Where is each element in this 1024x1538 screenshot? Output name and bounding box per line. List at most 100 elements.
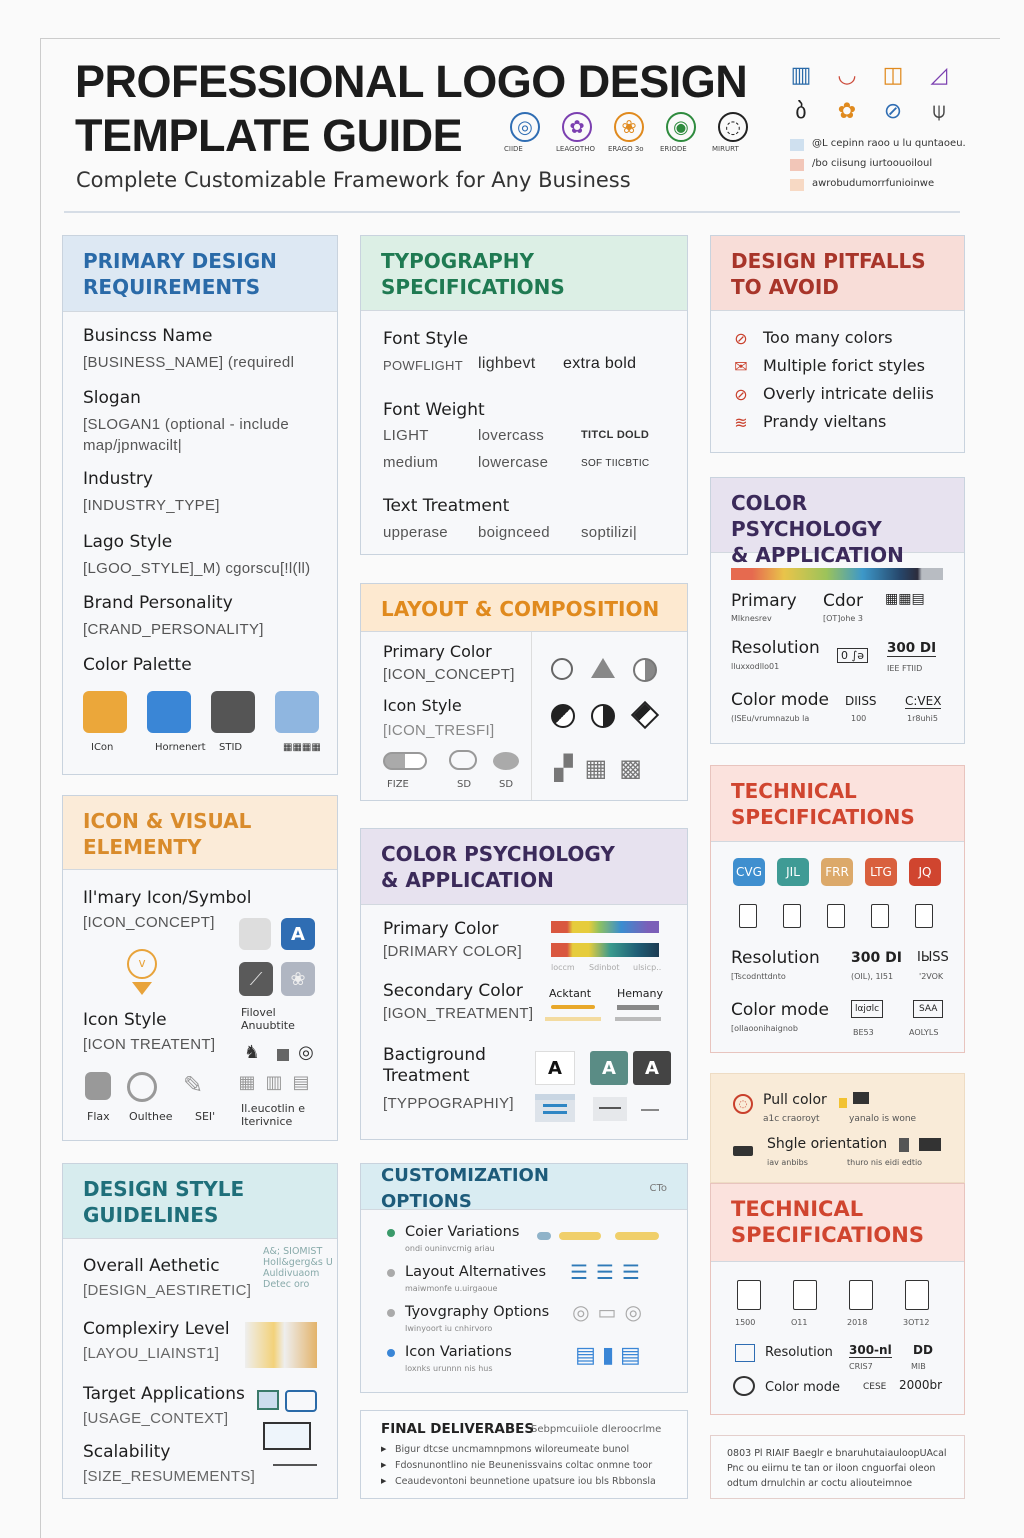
color-mode-value-2: 2000br (899, 1378, 943, 1392)
corner-icon: ბ (795, 98, 807, 124)
document-label: 3OT12 (903, 1318, 930, 1327)
format-badge: FRR (821, 858, 853, 886)
requirement-value: [BUSINESS_NAME] (requiredl (83, 354, 295, 371)
card-blue-lines (535, 1094, 575, 1122)
icon-style-value: [ICON TREATENT] (83, 1036, 216, 1053)
half-circle-dark-shape (591, 704, 615, 728)
shape-label: FIZE (387, 779, 409, 790)
option-label: Coier Variations (405, 1224, 520, 1240)
pitfall-item: Prandy vieltans (763, 412, 887, 431)
color-psychology-center-panel: COLOR PSYCHOLOGY & APPLICATION Primary C… (360, 828, 688, 1140)
color-mode-value: CESE (863, 1382, 887, 1392)
flag-icon (853, 1092, 869, 1104)
document-label: 2018 (847, 1318, 868, 1327)
bullet-arrow-icon: ▶ (381, 1461, 387, 1469)
document-icon (739, 904, 757, 928)
toggle-shape (383, 752, 427, 770)
guideline-label: Scalability (83, 1442, 171, 1462)
primary-gradient-bar (551, 921, 659, 933)
letter-a-light-bg: A (535, 1051, 575, 1085)
sample-logo-label: MIRURT (712, 145, 739, 153)
layout-panel: LAYOUT & COMPOSITION Primary Color [ICON… (360, 583, 688, 801)
warning-icon: ⊘ (734, 384, 748, 404)
icon-visual-panel: ICON & VISUAL ELEMENTY Il'mary Icon/Symb… (62, 795, 338, 1141)
palette-label: ICon (91, 742, 114, 753)
pin-icon: v (127, 949, 157, 979)
corner-icon: ◿ (930, 62, 948, 88)
font-style-value: lighbevt (478, 355, 536, 372)
double-circle-shape (449, 750, 477, 770)
palette-swatch (147, 691, 191, 733)
palette-icon: ◌ (733, 1094, 753, 1114)
palette-label: STID (219, 742, 243, 753)
screen-icon (735, 1344, 755, 1362)
row-right: 300 DI (887, 640, 937, 657)
printer-icon (733, 1146, 753, 1156)
letter-a-teal-bg: A (590, 1051, 628, 1085)
accent-swatch (545, 1017, 601, 1021)
accent-label: Hemany (617, 987, 663, 1000)
shape-label: SD (457, 779, 472, 790)
corner-icon: ▥ (790, 62, 812, 88)
color-mode-note: [oIlaoonihaignob (731, 1024, 798, 1033)
row-label: Resolution (731, 638, 820, 658)
bullet-dot (387, 1349, 395, 1357)
color-mode-option-note: AOLYLS (909, 1028, 939, 1037)
resolution-note: [Tscodnttdnto (731, 972, 786, 981)
pitfall-item: Too many colors (763, 328, 893, 347)
half-circle-shape (633, 658, 657, 682)
panel-heading: TECHNICAL SPECIFICATIONS (711, 766, 964, 842)
font-weight-value: lovercass (478, 427, 545, 444)
primary-icon-label: Il'mary Icon/Symbol (83, 888, 252, 908)
card-gray-lines (593, 1097, 627, 1121)
divider (531, 632, 532, 800)
corner-icon: ⍦ (932, 98, 946, 124)
deliverable-item: Bigur dtcse uncmamnpmons wiloreumeate bu… (395, 1444, 630, 1455)
color-mode-option: SAA (913, 1000, 944, 1018)
panel-heading: PRIMARY DESIGN REQUIREMENTS (63, 236, 337, 312)
print-item-right-note: thuro nis eidi edtio (847, 1158, 923, 1167)
option-label: Icon Variations (405, 1344, 512, 1360)
layout-item-label: Icon Style (383, 696, 462, 715)
sample-logo-label: CIIDE (504, 145, 523, 153)
corner-icon: ✿ (837, 98, 857, 124)
pin-pointer-icon (132, 982, 152, 995)
secondary-gradient-bar (551, 943, 659, 957)
cycle-icon (733, 1376, 755, 1396)
color-item-value: [DRIMARY COLOR] (383, 943, 522, 960)
pitfall-item: Overly intricate deliis (763, 384, 934, 403)
panel-heading: COLOR PSYCHOLOGY & APPLICATION (361, 829, 687, 905)
color-mode-label: Color mode (731, 1000, 829, 1020)
requirement-label: Busincss Name (83, 326, 213, 346)
corner-icon: ◡ (837, 62, 857, 88)
document-icon (793, 1280, 817, 1310)
requirement-value: [CRAND_PERSONALITY] (83, 621, 264, 638)
script-icon (239, 918, 271, 950)
font-style-label: Font Style (383, 329, 469, 349)
bullet-dot (387, 1229, 395, 1237)
layout-item-value: [ICON_TRESFI] (383, 722, 495, 739)
typography-icons: ◎▭◎ (572, 1300, 650, 1324)
footer-note: 0803 Pl RIAIF Baeglr e bnaruhutaiauloopU… (727, 1448, 947, 1489)
option-label: Tyovgraphy Options (405, 1304, 550, 1320)
guideline-label: Overall Aethetic (83, 1256, 220, 1276)
pitfalls-panel: DESIGN PITFALLS TO AVOID ⊘ Too many color… (710, 235, 965, 453)
bar-label: Sdinbot (589, 963, 620, 972)
bird-icon: ✎ (182, 1071, 204, 1099)
print-panel: ◌ Pull color a1c craoroyt yanalo is wone… (710, 1073, 965, 1183)
grid-icons: ▦▥▤ (238, 1071, 320, 1093)
warning-icon: ✉ (734, 356, 748, 376)
panel-heading: DESIGN STYLE GUIDELINES (63, 1164, 337, 1239)
brain-icon: ❀ (281, 962, 315, 996)
ellipse-shape (493, 752, 519, 770)
guideline-value: [LAYOU_LIAINST1] (83, 1345, 220, 1362)
print-item-note: a1c craoroyt (763, 1114, 820, 1124)
accent-swatch (551, 1005, 595, 1009)
panel-heading: LAYOUT & COMPOSITION (361, 584, 687, 632)
split-circle-shape (551, 704, 575, 728)
row-note: Mlknesrev (731, 614, 772, 623)
resolution-value: 300-nl (849, 1343, 892, 1358)
browser-icon (285, 1390, 317, 1412)
footer-note-panel: 0803 Pl RIAIF Baeglr e bnaruhutaiauloopU… (710, 1435, 965, 1499)
bar-label: loccm (551, 963, 575, 972)
